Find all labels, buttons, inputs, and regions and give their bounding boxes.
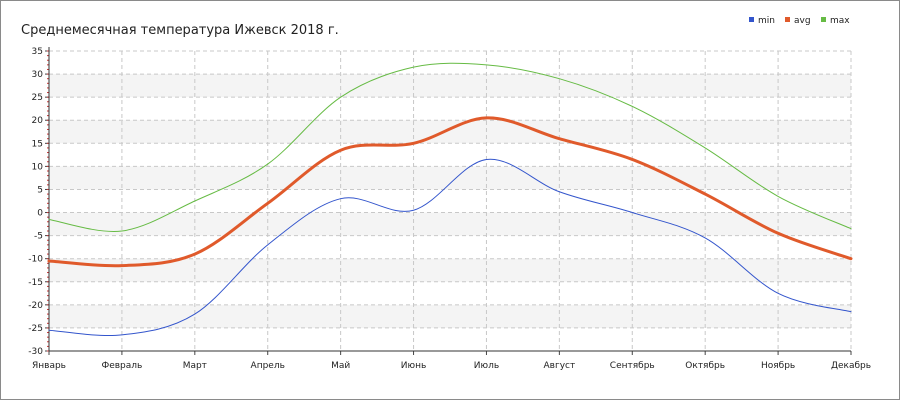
y-tick-label: 5 xyxy=(37,185,43,195)
legend-label-avg: avg xyxy=(794,16,811,26)
y-tick-label: -20 xyxy=(28,301,43,311)
legend: min avg max xyxy=(749,16,850,26)
y-tick-label: 15 xyxy=(32,139,43,149)
chart-title: Среднемесячная температура Ижевск 2018 г… xyxy=(21,23,339,38)
y-tick-label: 25 xyxy=(32,93,43,103)
y-tick-label: 35 xyxy=(32,47,43,57)
x-tick-label: Февраль xyxy=(101,361,142,371)
y-tick-label: 10 xyxy=(32,162,44,172)
x-tick-label: Январь xyxy=(32,361,66,371)
y-tick-label: -5 xyxy=(34,232,43,242)
y-tick-label: 30 xyxy=(32,70,44,80)
series-lines xyxy=(47,62,853,336)
legend-label-min: min xyxy=(758,16,775,26)
axes xyxy=(45,47,852,355)
x-tick-label: Май xyxy=(331,361,350,371)
x-tick-label: Ноябрь xyxy=(761,361,795,371)
x-tick-labels: Январь Февраль Март Апрель Май Июнь Июль Август… xyxy=(32,361,871,371)
y-tick-label: 20 xyxy=(32,116,44,126)
y-tick-label: -10 xyxy=(28,255,43,265)
plot-band xyxy=(49,304,851,328)
legend-label-max: max xyxy=(830,16,850,26)
y-tick-label: -25 xyxy=(28,324,43,334)
plot-band xyxy=(49,166,851,190)
plot-bands xyxy=(49,74,851,328)
x-tick-label: Июнь xyxy=(401,361,427,371)
plot-band xyxy=(49,74,851,98)
y-tick-label: -30 xyxy=(28,347,43,357)
x-tick-label: Июль xyxy=(474,361,499,371)
x-tick-label: Март xyxy=(183,361,207,371)
plot-band xyxy=(49,258,851,282)
x-tick-label: Декабрь xyxy=(831,361,871,371)
x-tick-label: Апрель xyxy=(251,361,285,371)
series-line-max xyxy=(48,62,852,232)
plot-band xyxy=(49,120,851,144)
y-tick-labels: 35 30 25 20 15 10 5 0 -5 -10 -15 -20 -25 -30 xyxy=(28,47,43,357)
plot-band xyxy=(49,212,851,236)
legend-swatch-max xyxy=(821,17,826,22)
x-tick-label: Октябрь xyxy=(685,361,725,371)
y-tick-label: -15 xyxy=(28,278,43,288)
x-tick-label: Август xyxy=(544,361,576,371)
x-tick-label: Сентябрь xyxy=(610,361,655,371)
series-line-min xyxy=(48,158,852,336)
legend-swatch-min xyxy=(749,17,754,22)
legend-swatch-avg xyxy=(785,17,790,22)
series-line-avg xyxy=(47,116,853,268)
y-tick-label: 0 xyxy=(37,209,43,219)
